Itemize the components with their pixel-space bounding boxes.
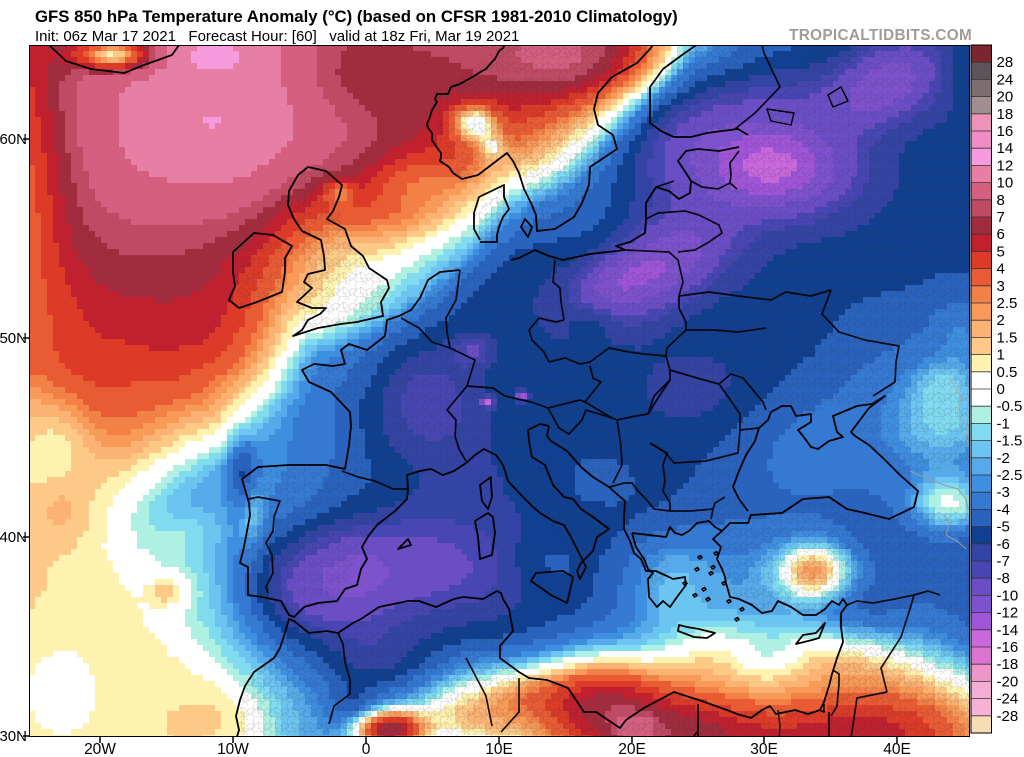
svg-text:2: 2: [997, 312, 1005, 329]
svg-text:60N: 60N: [0, 131, 27, 148]
svg-text:GFS 850 hPa Temperature Anomal: GFS 850 hPa Temperature Anomaly (°C) (ba…: [35, 7, 678, 26]
svg-text:-5: -5: [997, 519, 1010, 536]
svg-text:-2.5: -2.5: [997, 467, 1023, 484]
svg-text:-1.5: -1.5: [997, 433, 1023, 450]
svg-text:1: 1: [997, 347, 1005, 364]
svg-text:6: 6: [997, 226, 1005, 243]
svg-text:-2: -2: [997, 450, 1010, 467]
svg-text:40N: 40N: [0, 529, 27, 546]
svg-text:20: 20: [997, 89, 1014, 106]
svg-text:18: 18: [997, 106, 1014, 123]
svg-text:-24: -24: [997, 691, 1019, 708]
svg-text:12: 12: [997, 157, 1014, 174]
svg-text:4: 4: [997, 261, 1005, 278]
svg-text:-16: -16: [997, 639, 1019, 656]
svg-text:-20: -20: [997, 673, 1019, 690]
svg-text:-28: -28: [997, 708, 1019, 725]
svg-text:-10: -10: [997, 587, 1019, 604]
svg-text:50N: 50N: [0, 330, 27, 347]
svg-text:-4: -4: [997, 501, 1010, 518]
svg-text:5: 5: [997, 243, 1005, 260]
svg-text:10E: 10E: [485, 741, 513, 757]
svg-text:-8: -8: [997, 570, 1010, 587]
svg-text:10: 10: [997, 175, 1014, 192]
svg-text:3: 3: [997, 278, 1005, 295]
svg-text:30E: 30E: [750, 741, 778, 757]
svg-text:Init: 06z Mar 17 2021 Foreca: Init: 06z Mar 17 2021 Forecast Hour: [60…: [35, 28, 519, 45]
svg-text:-3: -3: [997, 484, 1010, 501]
svg-text:TROPICALTIDBITS.COM: TROPICALTIDBITS.COM: [789, 27, 972, 44]
svg-text:7: 7: [997, 209, 1005, 226]
svg-text:-7: -7: [997, 553, 1010, 570]
svg-text:14: 14: [997, 140, 1014, 157]
svg-text:16: 16: [997, 123, 1014, 140]
svg-text:40E: 40E: [883, 741, 911, 757]
svg-text:30N: 30N: [0, 728, 27, 745]
svg-text:10W: 10W: [217, 741, 249, 757]
svg-text:24: 24: [997, 71, 1014, 88]
svg-text:0: 0: [997, 381, 1005, 398]
svg-text:-0.5: -0.5: [997, 398, 1023, 415]
svg-text:28: 28: [997, 54, 1014, 71]
svg-text:0.5: 0.5: [997, 364, 1018, 381]
svg-text:2.5: 2.5: [997, 295, 1018, 312]
svg-text:-18: -18: [997, 656, 1019, 673]
svg-text:0: 0: [362, 741, 371, 757]
svg-text:20E: 20E: [618, 741, 646, 757]
svg-text:8: 8: [997, 192, 1005, 209]
svg-text:-14: -14: [997, 622, 1019, 639]
svg-text:-1: -1: [997, 415, 1010, 432]
svg-text:-12: -12: [997, 605, 1019, 622]
svg-text:1.5: 1.5: [997, 329, 1018, 346]
svg-text:20W: 20W: [84, 741, 116, 757]
svg-text:-6: -6: [997, 536, 1010, 553]
